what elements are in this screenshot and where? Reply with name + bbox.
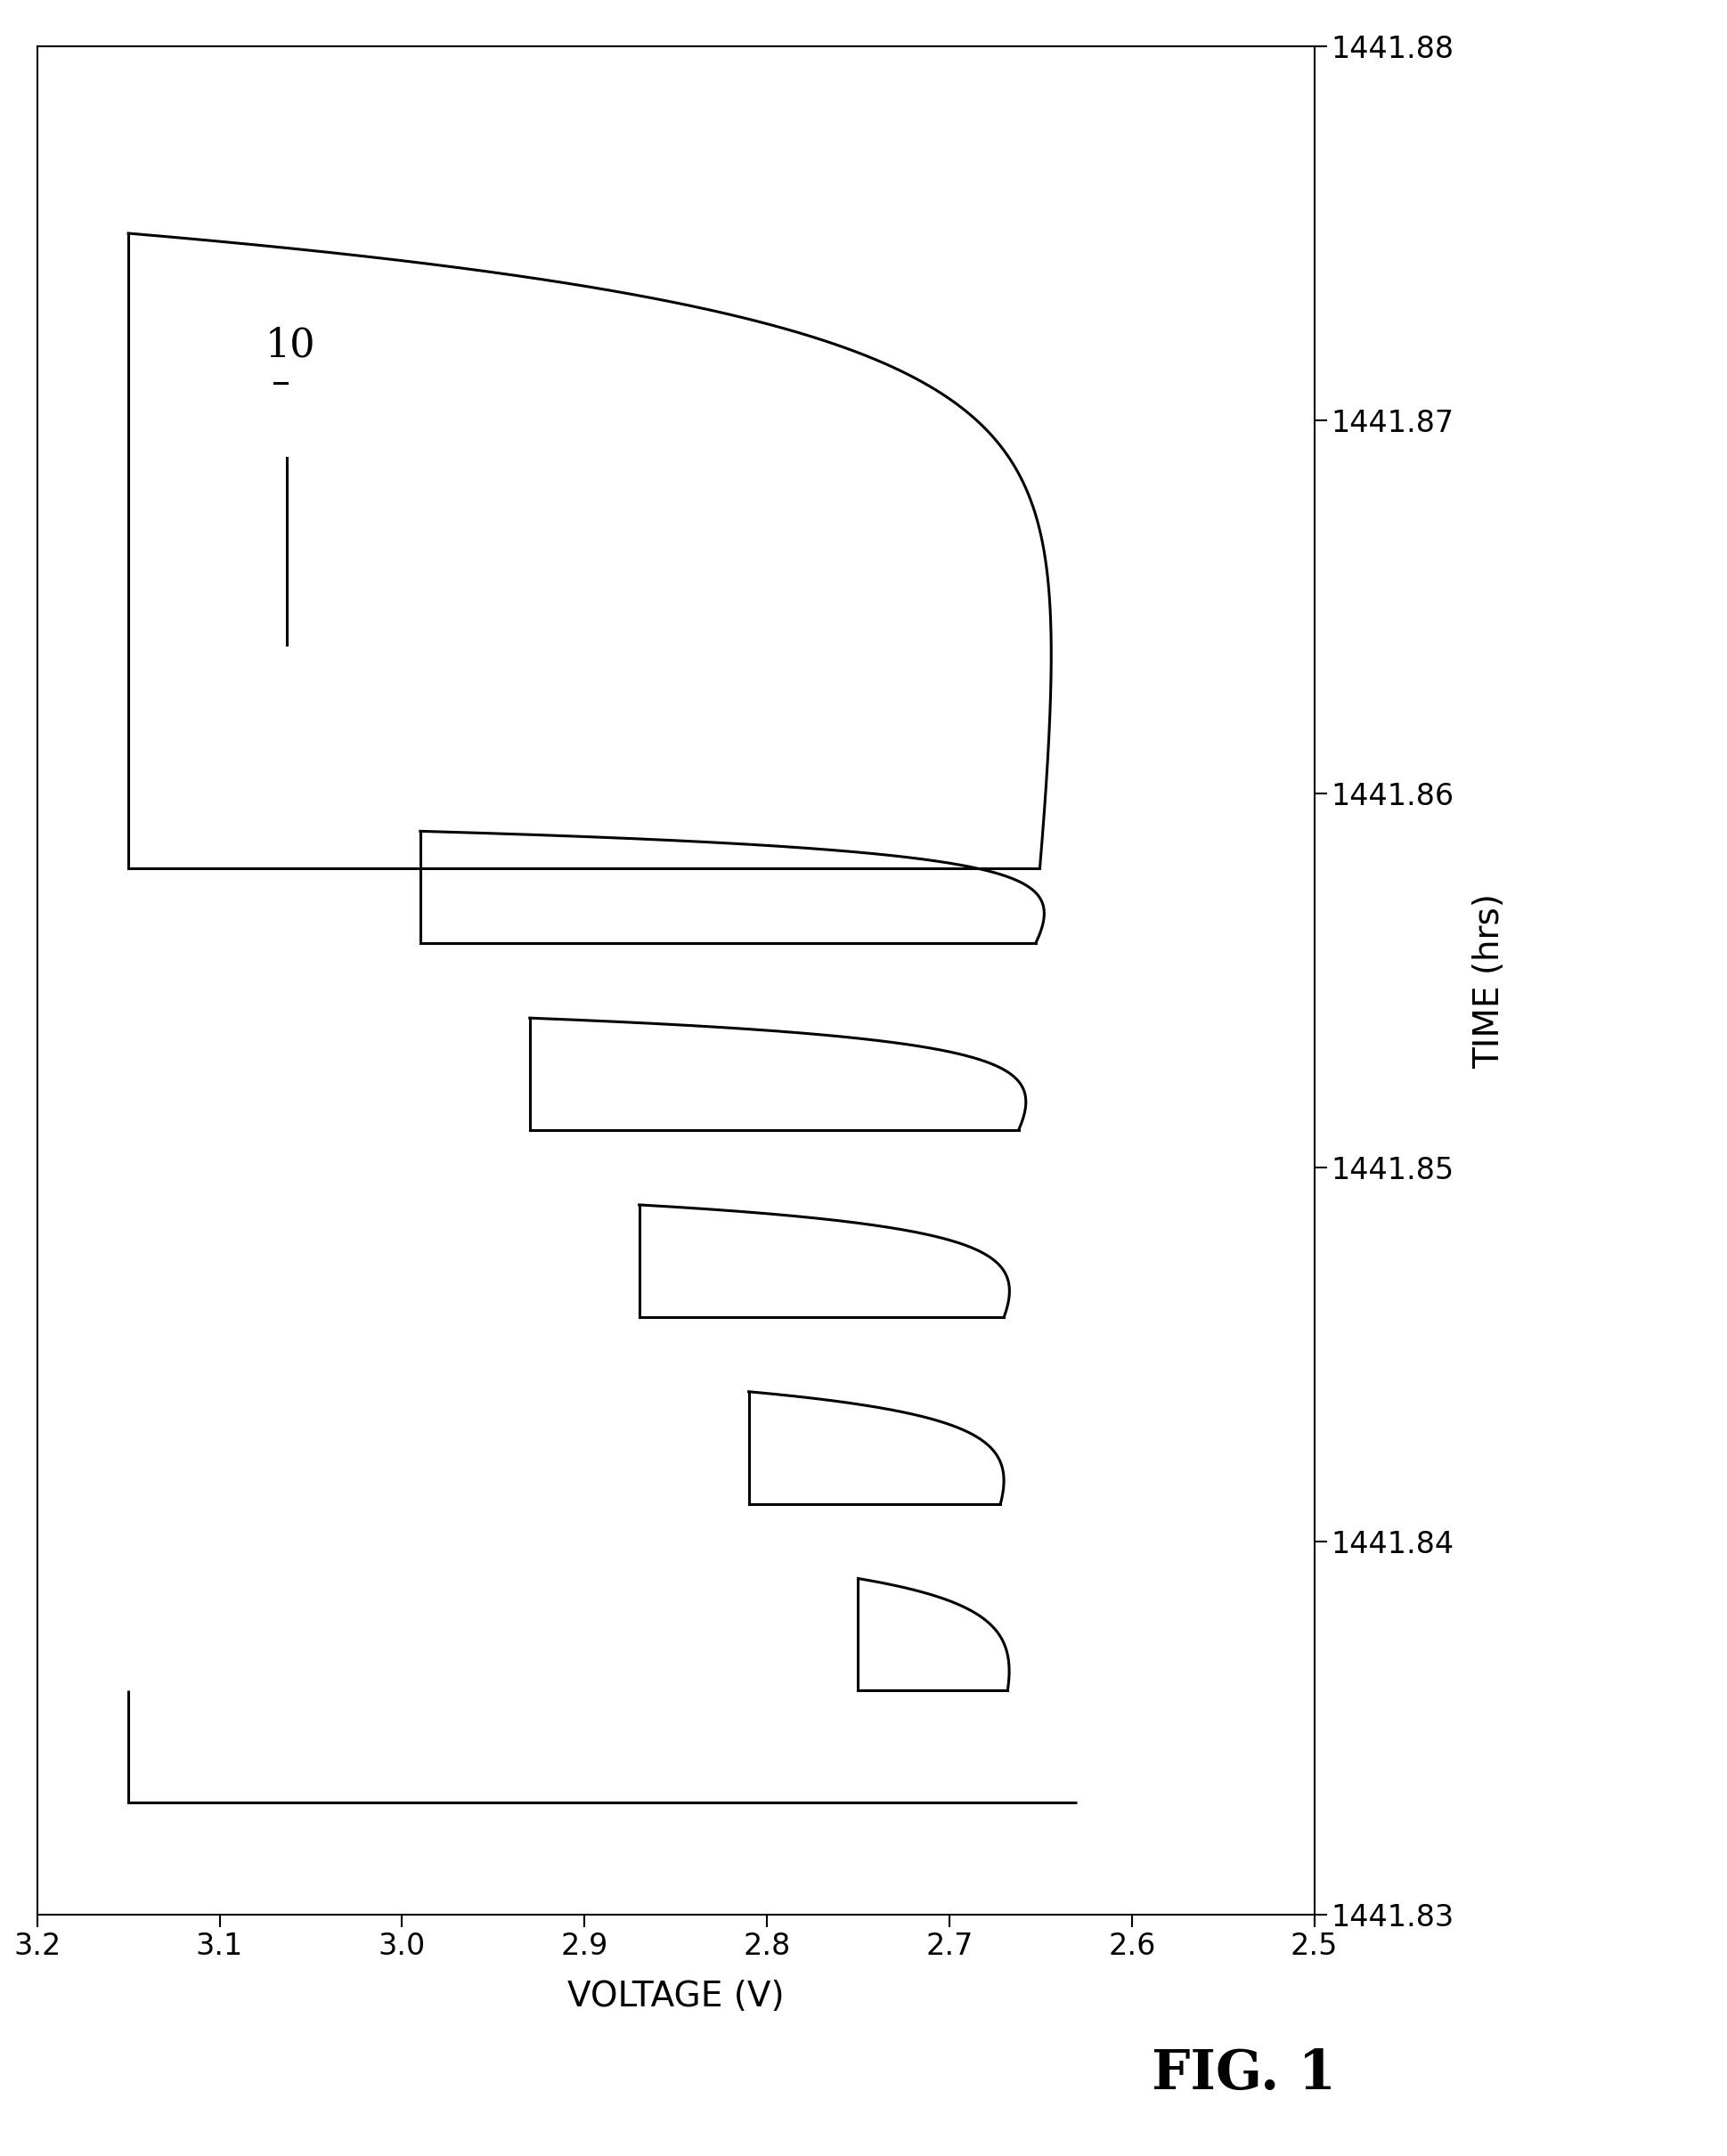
Y-axis label: TIME (hrs): TIME (hrs) — [1473, 893, 1506, 1069]
Text: FIG. 1: FIG. 1 — [1152, 2048, 1335, 2100]
Text: 10: 10 — [266, 326, 316, 364]
X-axis label: VOLTAGE (V): VOLTAGE (V) — [566, 1979, 784, 2014]
